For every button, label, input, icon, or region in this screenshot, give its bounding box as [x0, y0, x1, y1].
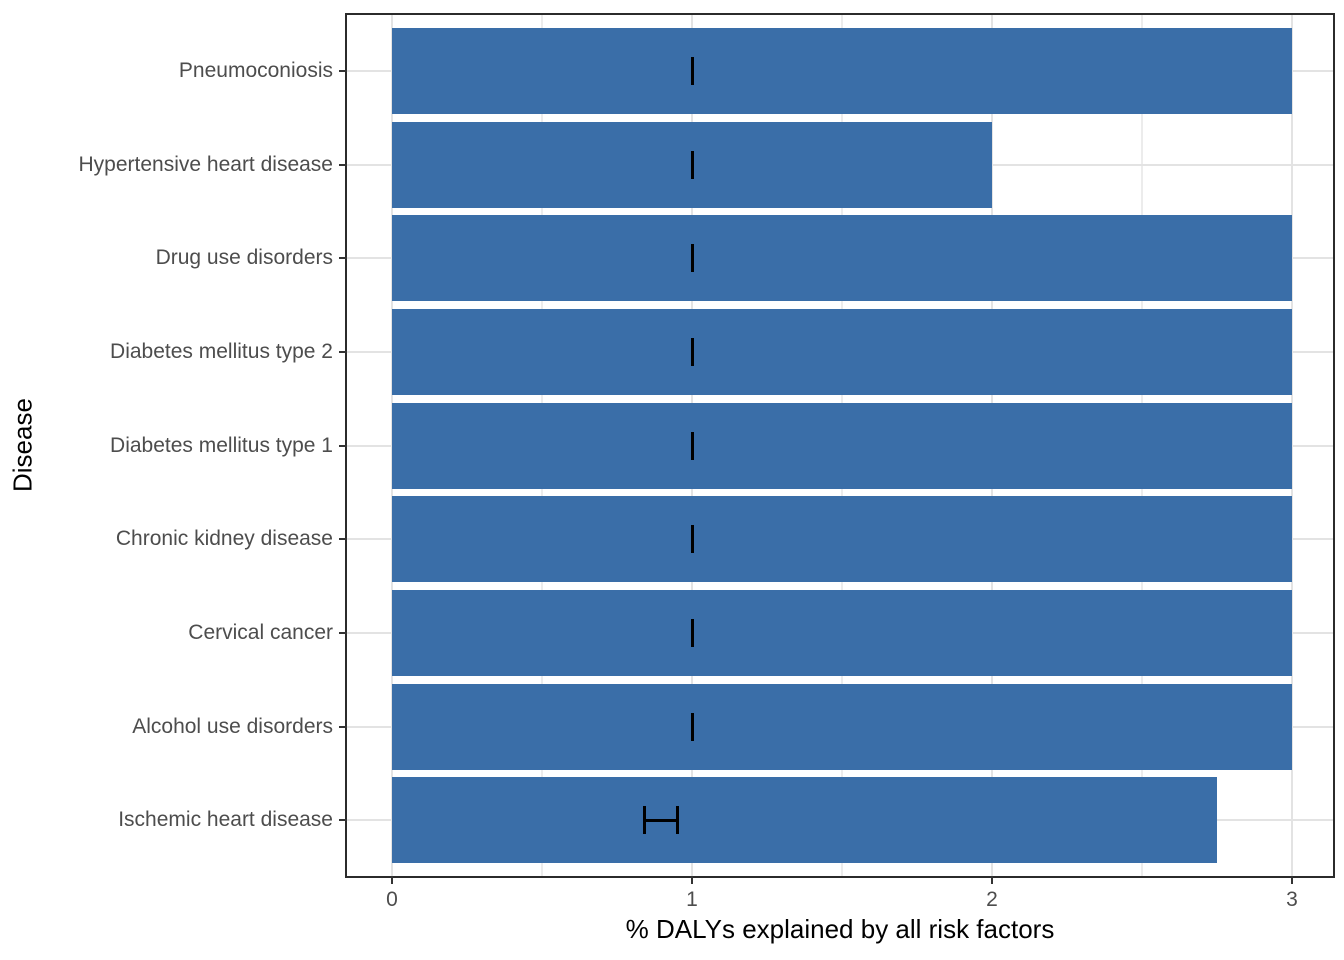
y-axis-tick-label: Alcohol use disorders: [132, 714, 333, 738]
error-bar: [690, 150, 694, 179]
x-axis-title: % DALYs explained by all risk factors: [625, 914, 1055, 944]
bar: [392, 27, 1292, 114]
bar: [392, 402, 1292, 489]
y-axis-tick: [339, 350, 347, 353]
x-axis-tick: [991, 876, 993, 884]
error-bar: [690, 712, 694, 741]
bar: [392, 496, 1292, 583]
bar: [392, 777, 1217, 864]
y-axis-tick-label: Chronic kidney disease: [115, 527, 333, 551]
y-axis-tick-label: Drug use disorders: [155, 246, 333, 270]
x-axis-tick: [1291, 876, 1293, 884]
error-bar: [690, 525, 694, 554]
x-axis-tick: [391, 876, 393, 884]
y-axis-tick-label: Ischemic heart disease: [118, 808, 333, 832]
error-bar: [644, 818, 677, 822]
bar: [392, 308, 1292, 395]
error-bar: [690, 56, 694, 85]
error-bar: [690, 619, 694, 647]
y-axis-tick: [339, 69, 347, 72]
x-axis-tick-label: 0: [386, 888, 398, 911]
x-axis-tick-label: 3: [1286, 888, 1298, 911]
x-axis-tick: [691, 876, 693, 884]
error-bar: [690, 431, 694, 460]
y-axis-tick: [339, 725, 347, 728]
y-axis-tick: [339, 632, 347, 634]
y-axis-tick-label: Cervical cancer: [188, 621, 333, 644]
y-axis-tick-label: Diabetes mellitus type 1: [110, 433, 333, 457]
bar: [392, 215, 1292, 302]
y-axis-tick: [339, 163, 347, 166]
y-axis-tick: [339, 444, 347, 447]
y-axis-tick: [339, 819, 347, 822]
y-axis-tick: [339, 257, 347, 260]
error-bar: [690, 337, 694, 366]
x-axis-tick-label: 1: [686, 888, 698, 911]
bar: [392, 590, 1292, 676]
y-axis-tick-label: Diabetes mellitus type 2: [110, 339, 333, 363]
y-axis-tick: [339, 538, 347, 541]
y-axis-tick-label: Hypertensive heart disease: [78, 152, 333, 176]
x-axis-tick-label: 2: [986, 888, 998, 911]
error-bar: [690, 244, 694, 273]
error-bar: [675, 806, 679, 835]
y-axis-tick-label: Pneumoconiosis: [178, 58, 333, 82]
bar: [392, 683, 1292, 770]
plot-panel: [345, 13, 1335, 878]
